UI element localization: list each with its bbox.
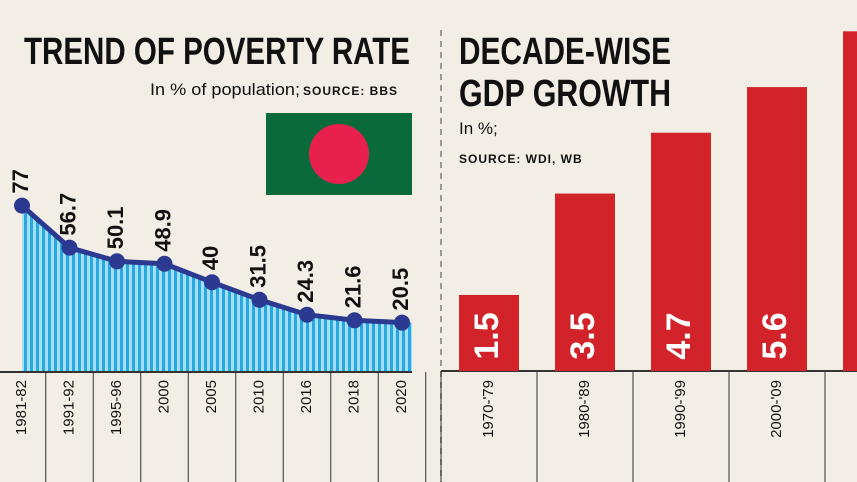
x-tick-label: 2000-'09 [768,380,785,438]
value-label: 48.9 [150,209,175,252]
flag [266,113,412,195]
bar [747,87,807,371]
point [346,312,363,329]
value-label: 21.6 [340,265,365,308]
chart-title: GDP GROWTH [459,73,671,115]
x-tick-label: 1980-'89 [576,380,593,438]
value-label: 5.6 [756,312,794,359]
x-tick-label: 2020 [393,380,410,413]
bar [843,31,857,372]
x-tick-label: 1970-'79 [480,380,497,438]
point [394,314,410,331]
x-tick-label: 1991-92 [60,380,77,435]
value-label: 20.5 [388,268,413,311]
x-tick-label: 2018 [345,380,362,413]
x-tick-label: 1990-'99 [672,380,689,438]
value-label: 24.3 [293,260,318,303]
source: SOURCE: BBS [303,84,398,98]
x-tick-label: 1981-82 [13,380,30,435]
point [14,197,30,214]
point [251,291,268,308]
x-tick-label: 1995-96 [108,380,125,435]
x-tick-label: 2016 [298,380,315,413]
value-label: 50.1 [103,206,128,249]
chart-title: TREND OF POVERTY RATE [24,31,410,73]
bar [651,132,711,371]
area [22,205,412,372]
value-label: 4.7 [660,312,698,359]
value-label: 56.7 [55,193,80,236]
value-label: 40 [198,246,223,270]
chart-title: DECADE-WISE [459,31,671,73]
subtitle: In % of population; [150,80,300,99]
point [109,253,125,270]
x-tick-label: 2000 [155,380,172,413]
point [204,274,220,291]
bar [555,193,615,371]
bar [459,294,519,371]
point [156,255,173,272]
point [299,306,315,323]
x-tick-label: 2010 [250,380,267,413]
value-label: 6.7 [852,312,857,359]
subtitle: In %; [459,119,498,138]
point [61,239,78,256]
source: SOURCE: WDI, WB [459,152,583,166]
x-tick-label: 2005 [203,380,220,413]
value-label: 3.5 [564,312,602,359]
value-label: 77 [8,169,33,193]
value-label: 1.5 [468,312,506,359]
value-label: 31.5 [245,245,270,288]
